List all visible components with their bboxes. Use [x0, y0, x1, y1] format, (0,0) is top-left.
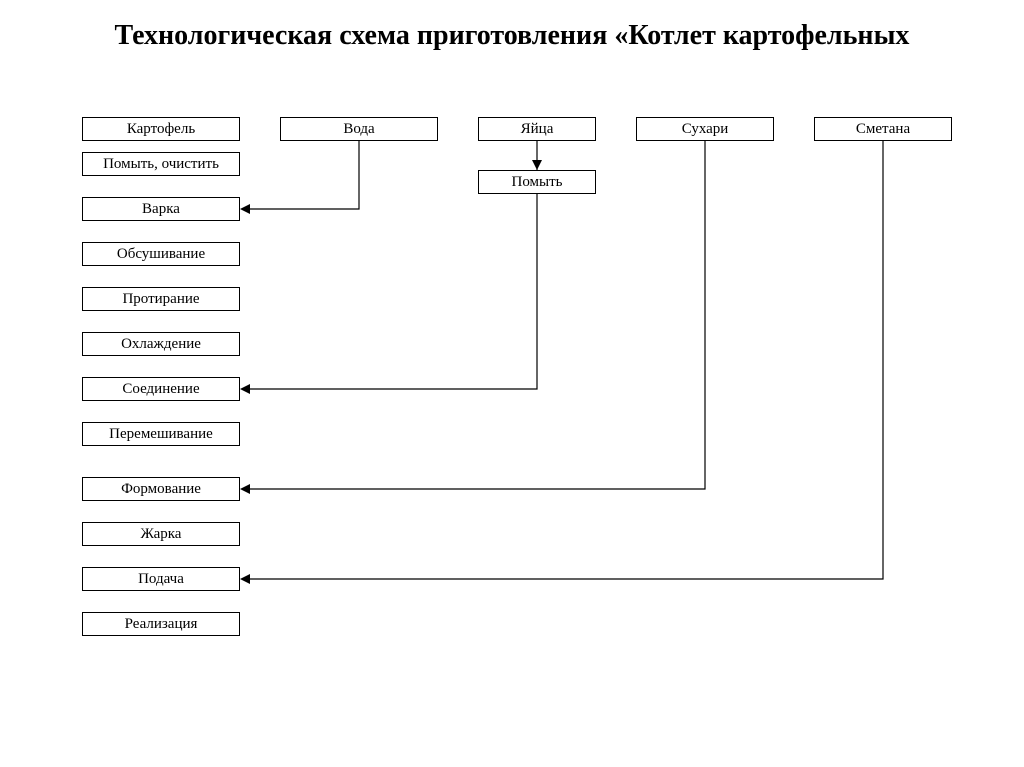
node-serve: Подача	[82, 567, 240, 591]
node-boil: Варка	[82, 197, 240, 221]
node-wash_peel: Помыть, очистить	[82, 152, 240, 176]
node-form: Формование	[82, 477, 240, 501]
node-mash: Протирание	[82, 287, 240, 311]
node-sell: Реализация	[82, 612, 240, 636]
node-potato: Картофель	[82, 117, 240, 141]
node-sourcream: Сметана	[814, 117, 952, 141]
node-crumbs: Сухари	[636, 117, 774, 141]
node-water: Вода	[280, 117, 438, 141]
diagram-canvas: Технологическая схема приготовления «Кот…	[0, 0, 1024, 767]
node-combine: Соединение	[82, 377, 240, 401]
node-mix: Перемешивание	[82, 422, 240, 446]
node-dry: Обсушивание	[82, 242, 240, 266]
node-cool: Охлаждение	[82, 332, 240, 356]
node-eggs: Яйца	[478, 117, 596, 141]
node-wash_eggs: Помыть	[478, 170, 596, 194]
diagram-title: Технологическая схема приготовления «Кот…	[0, 18, 1024, 53]
node-fry: Жарка	[82, 522, 240, 546]
